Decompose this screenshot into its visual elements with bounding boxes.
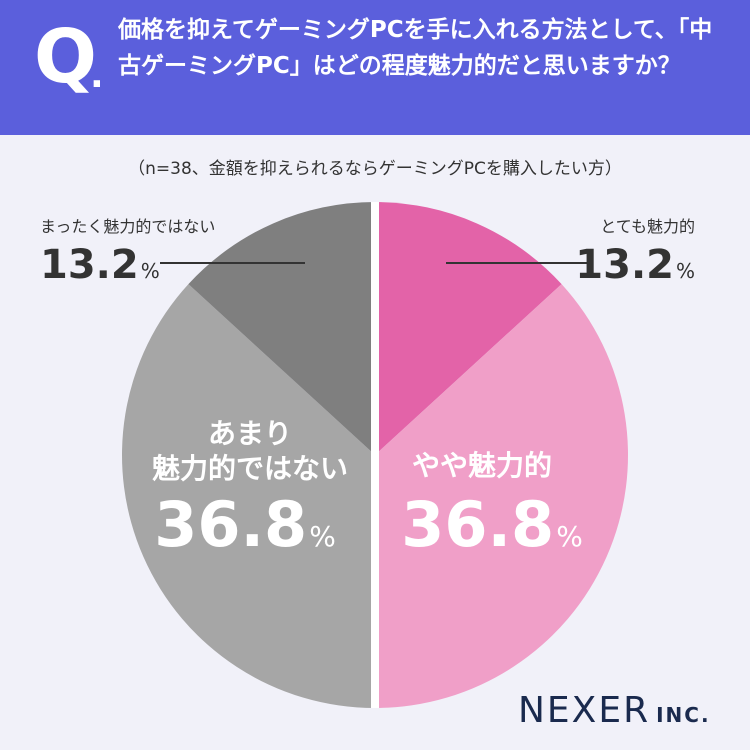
label-not-very-value: 36.8 [154,488,307,561]
q-mark: Q [34,14,97,100]
label-not-very-unit: % [309,520,336,553]
label-not-very-line2: 魅力的ではない [152,452,348,485]
label-not-very-value-group: 36.8% [154,488,336,561]
pie-slices [122,202,628,708]
label-very-value: 13.2 [575,242,674,288]
nexer-logo: NEXER INC. [518,690,711,731]
pie-slice-very [375,202,562,455]
label-very-unit: % [676,259,695,283]
question-header: Q . 価格を抑えてゲーミングPCを手に入れる方法として、「中古ゲーミングPC」… [0,0,750,135]
label-somewhat-value: 36.8 [401,488,554,561]
label-not-very-line1: あまり [208,417,292,450]
label-not-at-all-unit: % [141,259,160,283]
q-dot: . [90,55,104,96]
label-not-at-all-value-group: 13.2% [40,242,160,288]
label-somewhat-unit: % [556,520,583,553]
question-text: 価格を抑えてゲーミングPCを手に入れる方法として、「中古ゲーミングPC」はどの程… [118,17,713,79]
logo-sub: INC. [656,703,711,727]
pie-slice-somewhat [375,284,628,708]
pie-slice-not-very [122,284,376,708]
label-somewhat-name: やや魅力的 [412,449,552,482]
label-very-value-group: 13.2% [575,242,695,288]
logo-main: NEXER [518,690,651,731]
sample-note: （n=38、金額を抑えられるならゲーミングPCを購入したい方） [128,159,622,179]
pie-slice-not-at-all [188,202,375,455]
label-not-at-all-name: まったく魅力的ではない [40,217,215,236]
label-somewhat-value-group: 36.8% [401,488,583,561]
label-very-name: とても魅力的 [600,217,695,236]
label-not-at-all-value: 13.2 [40,242,139,288]
